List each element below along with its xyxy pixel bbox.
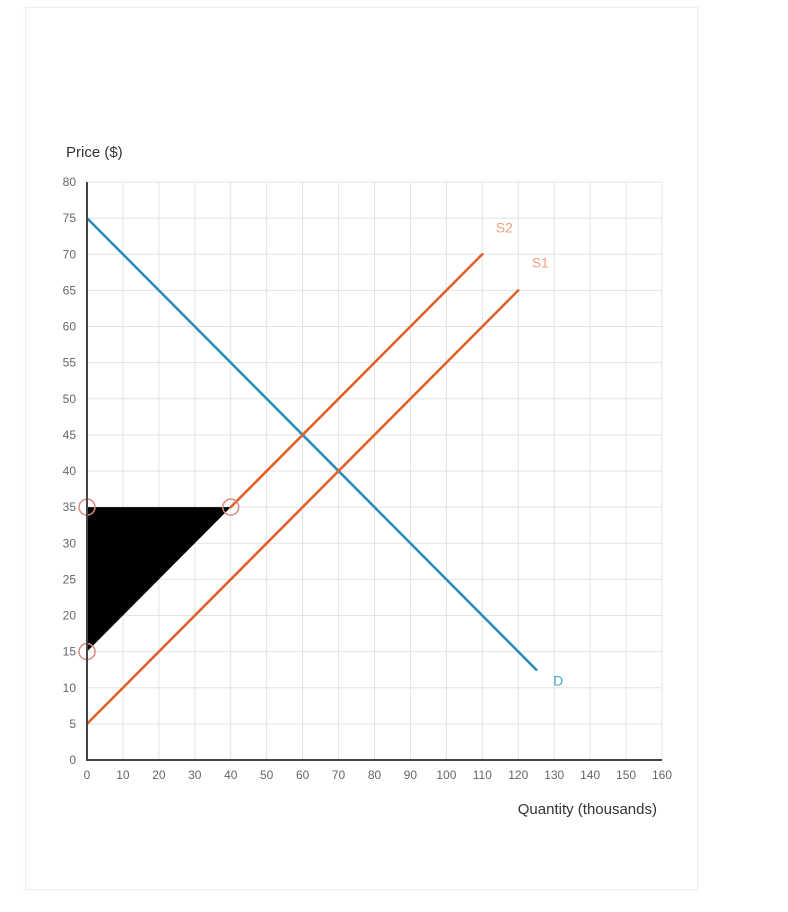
x-tick-label: 70	[332, 768, 346, 782]
y-tick-label: 70	[63, 247, 77, 261]
x-tick-label: 160	[652, 768, 672, 782]
shaded-region	[87, 507, 231, 652]
x-tick-label: 80	[368, 768, 382, 782]
x-tick-label: 120	[508, 768, 528, 782]
y-tick-label: 35	[63, 500, 77, 514]
series-label-s2: S2	[496, 219, 513, 235]
y-tick-label: 10	[63, 681, 77, 695]
x-tick-label: 10	[116, 768, 130, 782]
y-axis-label: Price ($)	[66, 144, 123, 161]
x-tick-label: 130	[544, 768, 564, 782]
x-tick-label: 40	[224, 768, 238, 782]
series-line-d	[85, 216, 538, 671]
y-tick-label: 75	[63, 211, 77, 225]
series-line-s1	[85, 289, 520, 726]
point-marker	[222, 498, 240, 516]
y-tick-label: 20	[63, 609, 77, 623]
x-tick-label: 60	[296, 768, 310, 782]
y-tick-label: 50	[63, 392, 77, 406]
y-tick-label: 65	[63, 283, 77, 297]
y-tick-label: 80	[63, 175, 77, 189]
x-tick-label: 150	[616, 768, 636, 782]
y-tick-label: 40	[63, 464, 77, 478]
series-label-d: D	[553, 673, 563, 689]
x-tick-label: 30	[188, 768, 202, 782]
x-tick-label: 110	[473, 768, 492, 782]
y-tick-label: 55	[63, 356, 77, 370]
y-tick-label: 60	[63, 320, 77, 334]
x-tick-label: 20	[152, 768, 166, 782]
series-labels: D S2 S1	[496, 219, 564, 688]
x-tick-label: 50	[260, 768, 274, 782]
axes	[86, 182, 662, 761]
y-tick-label: 25	[63, 572, 77, 586]
y-tick-label: 30	[63, 536, 77, 550]
x-tick-label: 140	[580, 768, 600, 782]
x-tick-label: 90	[404, 768, 418, 782]
x-tick-label: 0	[84, 768, 91, 782]
y-tick-label: 0	[69, 753, 76, 767]
grid	[86, 181, 663, 761]
tick-labels: 0 10 20 30 40 50 60 70 80 90 100 110 120 130 140 150 160…	[63, 175, 673, 782]
x-axis-label: Quantity (thousands)	[518, 801, 657, 818]
y-tick-label: 15	[63, 645, 77, 659]
y-tick-label: 5	[69, 717, 76, 731]
series-label-s1: S1	[532, 254, 549, 270]
x-tick-label: 100	[436, 768, 456, 782]
series-lines	[85, 216, 538, 726]
series-line-s2	[229, 252, 484, 509]
y-tick-label: 45	[63, 428, 77, 442]
